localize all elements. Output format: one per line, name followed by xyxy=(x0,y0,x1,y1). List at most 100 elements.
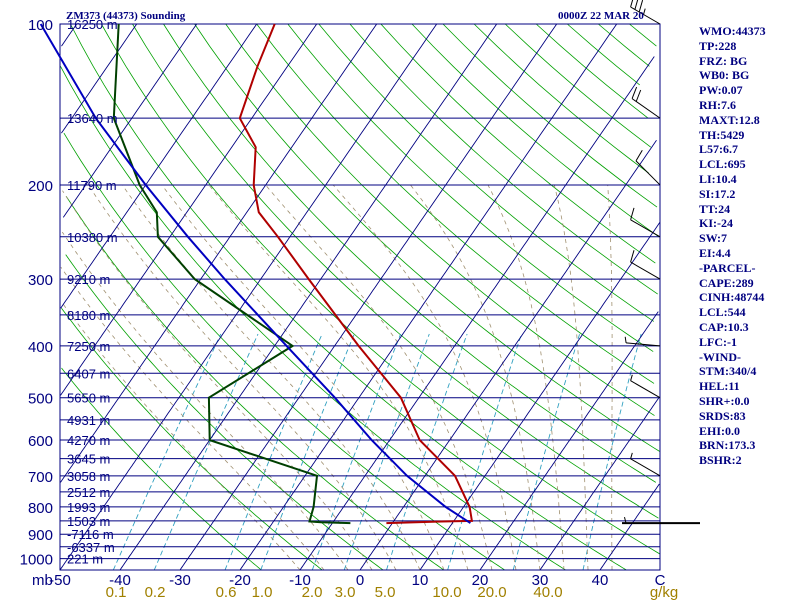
wind-barb-flag xyxy=(631,86,638,99)
mixing-ratio-line xyxy=(386,333,468,571)
height-label: 3058 m xyxy=(67,469,110,484)
height-label: 221 m xyxy=(67,552,103,567)
mixing-ratio-line xyxy=(311,333,402,571)
temperature-tick-label: 20 xyxy=(472,572,489,589)
moist-adiabat-line xyxy=(208,184,469,571)
isotherm-line xyxy=(60,23,378,483)
isotherm-line xyxy=(239,23,618,571)
temperature-tick-label: C xyxy=(655,572,666,589)
wind-barb-flag xyxy=(630,207,635,220)
temperature-tick-label: 0 xyxy=(356,572,364,589)
height-label: 1503 m xyxy=(67,514,110,529)
wind-barb-flag xyxy=(638,0,644,13)
dry-adiabat-line xyxy=(504,23,652,148)
mixing-ratio-tick-label: 3.0 xyxy=(335,584,356,600)
wind-barb-flag xyxy=(634,0,639,10)
mixing-ratio-tick-label: 40.0 xyxy=(533,584,562,600)
wind-barb-flag xyxy=(635,89,642,102)
isotherm-line xyxy=(60,23,318,396)
index-item: PW:0.07 xyxy=(699,83,743,98)
wind-barb-staff xyxy=(631,98,661,119)
index-item: SI:17.2 xyxy=(699,186,736,201)
isotherm-line xyxy=(359,140,657,571)
pressure-tick-label: 900 xyxy=(28,527,53,544)
moist-adiabat-line xyxy=(61,231,349,571)
mixing-ratio-line xyxy=(260,333,355,571)
pressure-tick-label: 700 xyxy=(28,469,53,486)
height-label: -7116 m xyxy=(67,527,114,542)
height-label: 4931 m xyxy=(67,413,110,428)
index-item: CAPE:289 xyxy=(699,275,754,290)
wind-barb-half-flag xyxy=(624,516,627,524)
dry-adiabat-line xyxy=(194,23,660,452)
height-label: 13640 m xyxy=(67,111,118,126)
isotherm-line xyxy=(599,483,660,571)
dry-adiabat-line xyxy=(318,23,655,322)
temperature-tick-label: -30 xyxy=(169,572,191,589)
pressure-axis-label: mb xyxy=(32,572,53,589)
dry-adiabat-line xyxy=(287,23,654,352)
wind-barb-staff xyxy=(630,219,661,238)
pressure-tick-label: 600 xyxy=(28,433,53,450)
height-label: 7250 m xyxy=(67,339,110,354)
temperature-tick-label: 30 xyxy=(532,572,549,589)
temperature-tick-label: -40 xyxy=(109,572,131,589)
wind-barb-half-flag xyxy=(630,374,633,381)
index-item: BRN:173.3 xyxy=(699,438,756,453)
mixing-ratio-line xyxy=(153,333,259,571)
wind-barb-staff xyxy=(635,160,661,186)
moist-adiabat-line xyxy=(87,184,397,571)
dry-adiabat-line xyxy=(442,23,658,208)
dry-adiabat-line xyxy=(380,23,656,264)
moist-adiabat-line xyxy=(62,190,373,571)
wind-barbs xyxy=(622,0,700,525)
height-label: 4270 m xyxy=(67,433,110,448)
mixing-ratio-line xyxy=(224,333,323,571)
pressure-tick-label: 500 xyxy=(28,391,53,408)
isotherm-line xyxy=(179,23,558,571)
mixing-ratio-tick-label: 20.0 xyxy=(477,584,506,600)
index-item: HEL:11 xyxy=(699,379,740,394)
mixing-ratio-line xyxy=(343,333,430,571)
wind-barb-staff xyxy=(630,261,661,280)
dry-adiabat-line xyxy=(163,23,657,483)
wind-barb-flag xyxy=(630,250,635,263)
parcel-profile xyxy=(39,23,471,524)
moist-adiabat-line xyxy=(487,184,565,571)
temperature-tick-label: 10 xyxy=(412,572,429,589)
dry-adiabat-line xyxy=(598,23,650,67)
height-label: 5650 m xyxy=(67,391,110,406)
stability-indices-panel: WMO:44373 TP:228 FRZ: BG WB0: BG PW:0.07 RH:7… xyxy=(699,24,766,468)
index-item: BSHR:2 xyxy=(699,453,742,468)
dry-adiabat-line xyxy=(225,23,655,416)
moist-adiabat-line xyxy=(265,184,493,571)
moist-adiabats xyxy=(60,184,613,571)
wind-barb-staff xyxy=(630,458,661,477)
temperature-tick-label: -50 xyxy=(49,572,71,589)
dry-adiabat-line xyxy=(629,23,657,47)
index-item: -WIND- xyxy=(699,349,741,364)
index-item: WMO:44373 xyxy=(699,24,766,38)
wind-barb-half-flag xyxy=(624,336,627,343)
isotherm-line xyxy=(479,311,659,571)
wind-barb-staff xyxy=(630,6,661,25)
mixing-ratio-line xyxy=(582,333,642,571)
isotherm-line xyxy=(419,222,661,571)
isotherm-line xyxy=(539,397,660,571)
index-item: -PARCEL- xyxy=(699,260,756,275)
index-item: L57:6.7 xyxy=(699,142,738,157)
mixing-ratio-lines xyxy=(112,333,642,571)
temperature-tick-label: -10 xyxy=(289,572,311,589)
wind-barb-staff xyxy=(630,380,661,399)
dewpoint-profile xyxy=(112,23,351,525)
pressure-tick-label: 800 xyxy=(28,500,53,517)
dry-adiabat-line xyxy=(132,23,659,519)
index-item: LCL:695 xyxy=(699,157,746,172)
mixing-ratio-tick-label: 0.6 xyxy=(216,584,237,600)
isotherm-line xyxy=(61,23,78,47)
index-item: CAP:10.3 xyxy=(699,319,749,334)
height-label: 3645 m xyxy=(67,452,110,467)
mixing-ratio-tick-label: 5.0 xyxy=(375,584,396,600)
height-label: 11790 m xyxy=(67,178,117,193)
